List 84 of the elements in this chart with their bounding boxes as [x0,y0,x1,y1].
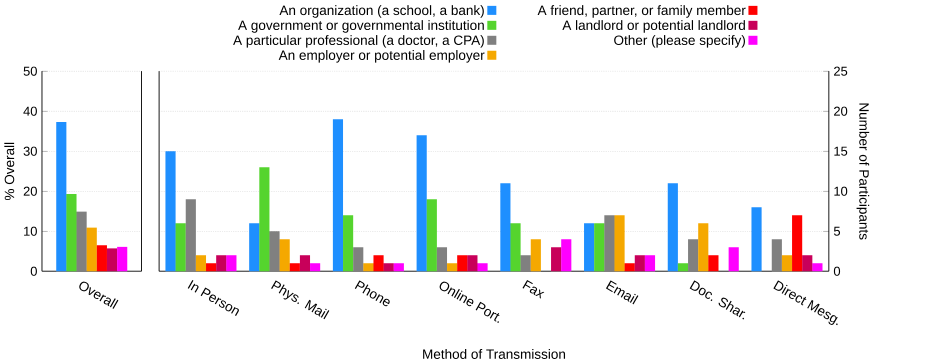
legend-label: A landlord or potential landlord [562,20,745,33]
bar [176,223,186,272]
bar [373,255,384,272]
bar [688,239,698,272]
bar [477,263,488,272]
x-tick-label: Fax [522,280,544,299]
bar [751,207,762,272]
bar [678,263,688,272]
x-tick-label: Doc. Shar. [690,280,746,320]
bar [353,247,364,272]
bar [802,255,812,272]
bar [259,167,270,272]
y-tick-label: 20 [24,186,37,196]
bar [594,223,604,272]
y2-tick-label: 5 [834,226,840,236]
bar [384,263,394,272]
bar [728,247,739,272]
bar [280,239,290,272]
y2-axis-title: Number of Participants [856,103,870,240]
y-tick-label: 40 [23,106,37,116]
bar [106,248,118,272]
bar [436,247,448,272]
bar [416,135,427,272]
bar [226,255,236,272]
bar [708,255,718,272]
y-tick-label: 10 [24,226,37,236]
legend-label: A particular professional (a doctor, a CPA) [233,34,484,48]
y-axis-title: % Overall [4,142,14,200]
y-tick-label: 50 [24,66,37,76]
legend-label: A government or governmental institution [238,20,484,33]
legend-label: An employer or potential employer [278,50,484,63]
bar [561,239,572,272]
bar [343,215,354,272]
bar [186,199,196,272]
bar [604,215,614,272]
bar [269,231,280,272]
y2-tick-label: 10 [834,186,848,196]
bar [196,255,206,272]
legend-label: A friend, partner, or family member [538,5,746,18]
bar [698,223,708,272]
bar [165,151,176,272]
bar [551,247,562,272]
bar [96,245,107,272]
bar [394,263,404,272]
bar [363,263,374,272]
bar [249,223,260,272]
bar [500,183,510,272]
bar [520,255,531,272]
y-tick-label: 30 [24,146,37,156]
y2-tick-label: 15 [834,146,848,156]
bar [216,255,226,272]
y2-tick-label: 20 [834,106,848,116]
bar [668,183,678,272]
bar [206,263,216,272]
y2-tick-label: 0 [834,266,840,276]
bar [792,215,802,272]
bar [310,263,320,272]
bar [584,223,594,272]
bar [614,215,625,272]
y2-tick-label: 25 [834,66,848,76]
bar [772,239,782,272]
bar [117,246,128,272]
bar [812,263,822,272]
bar [782,255,792,272]
bar [457,255,468,272]
bar [467,255,478,272]
bar [426,199,437,272]
bar [510,223,521,272]
bar [76,212,87,272]
bar [290,263,300,272]
bar [530,239,541,272]
bar [634,255,645,272]
x-axis-title: Method of Transmission [423,348,566,359]
bar [56,122,66,272]
bar [447,263,458,272]
bar [66,194,77,272]
bar [624,263,635,272]
legend-label: Other (please specify) [614,34,745,48]
y-tick-label: 0 [30,266,37,276]
legend-label: An organization (a school, a bank) [279,5,484,18]
bar [332,119,344,272]
bar [644,255,656,272]
bar [86,228,97,272]
bar [300,255,310,272]
